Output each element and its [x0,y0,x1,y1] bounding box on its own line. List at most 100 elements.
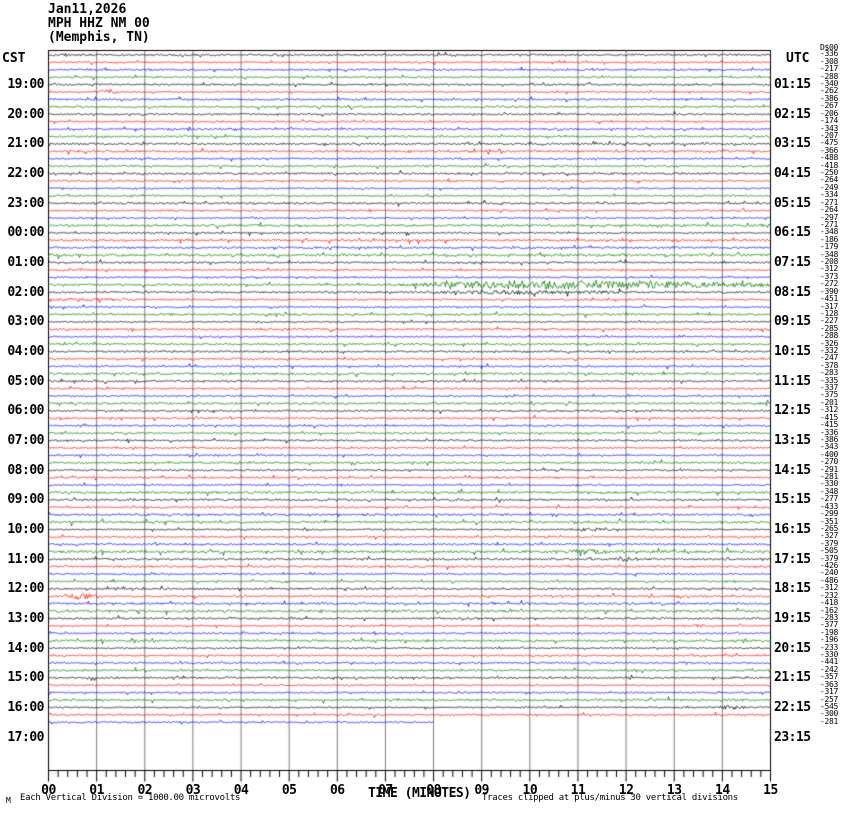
dc-offset-value: -265 [820,523,839,533]
utc-label: UTC [786,51,810,66]
dc-offset-value: -415 [820,420,839,430]
dc-offset-value: -505 [820,546,839,556]
dc-offset-value: -336 [820,427,839,437]
minute-label: 05 [281,783,297,798]
right-time-label: 20:15 [774,640,811,656]
dc-offset-value: -379 [820,538,839,548]
right-time-label: 16:15 [774,521,811,537]
dc-offset-value: -312 [820,583,839,593]
minute-label: 04 [233,783,249,798]
dc-offset-value: -227 [820,316,839,326]
dc-offset-value: -317 [820,687,839,697]
dc-offset-value: -283 [820,368,839,378]
dc-offset-value: -285 [820,323,839,333]
dc-offset-value: -217 [820,64,839,74]
left-time-label: 07:00 [7,432,44,448]
dc-offset-value: -242 [820,664,839,674]
dc-offset-value: -348 [820,486,839,496]
dc-offset-value: -343 [820,123,839,133]
left-time-label: 11:00 [7,551,44,567]
dc-offset-value: -288 [820,71,839,81]
dc-offset-value: -281 [820,716,839,726]
dc-offset-value: -249 [820,182,839,192]
minute-label: 12 [618,783,634,798]
dc-offset-value: -250 [820,168,839,178]
dc-offset-value: -340 [820,79,839,89]
dc-offset-value: -198 [820,627,839,637]
x-axis-title: TIME (MINUTES) [368,786,471,801]
right-time-label: 06:15 [774,225,811,241]
dc-offset-value: -337 [820,383,839,393]
left-time-label: 23:00 [7,195,44,211]
right-time-label: 21:15 [774,670,811,686]
minute-label: 14 [715,783,730,798]
left-time-label: 17:00 [7,729,44,745]
dc-offset-value: -373 [820,271,839,281]
dc-offset-value: -330 [820,479,839,489]
dc-offset-value: -271 [820,219,839,229]
dc-offset-value: -348 [820,249,839,259]
dc-offset-value: -426 [820,561,839,571]
dc-offset-value: -297 [820,212,839,222]
minute-label: 01 [89,783,104,798]
dc-offset-value: -270 [820,457,839,467]
right-time-label: 11:15 [774,373,811,389]
dc-column-header: D$00 [820,43,839,52]
header-station: MPH HHZ NM 00 [48,16,150,31]
dc-offset-value: -186 [820,234,839,244]
dc-offset-value: -283 [820,612,839,622]
right-time-label: 13:15 [774,432,811,448]
left-time-label: 14:00 [7,640,44,656]
dc-offset-value: -375 [820,390,839,400]
right-time-label: 14:15 [774,462,811,478]
right-time-label: 08:15 [774,284,811,300]
header-location: (Memphis, TN) [48,30,150,45]
left-time-label: 21:00 [7,136,44,152]
left-time-label: 22:00 [7,166,44,182]
dc-offset-value: -326 [820,338,839,348]
dc-offset-value: -330 [820,650,839,659]
minute-label: 00 [41,783,56,798]
dc-offset-value: -400 [820,449,839,459]
dc-offset-value: -299 [820,509,839,519]
right-time-label: 05:15 [774,195,811,211]
left-time-label: 00:00 [7,225,44,241]
left-time-label: 09:00 [7,492,44,508]
dc-offset-value: -441 [820,657,839,667]
right-time-label: 23:15 [774,729,811,745]
dc-offset-value: -291 [820,464,839,474]
dc-offset-value: -343 [820,442,839,452]
dc-offset-value: -162 [820,605,839,615]
dc-offset-value: -277 [820,494,839,504]
left-time-label: 10:00 [7,521,44,537]
left-time-label: 06:00 [7,403,44,419]
header-date: Jan11,2026 [48,2,127,17]
dc-offset-value: -488 [820,153,839,163]
dc-offset-value: -390 [820,286,839,296]
dc-offset-value: -196 [820,635,839,645]
dc-offset-value: -418 [820,160,839,170]
right-time-label: 02:15 [774,106,811,122]
dc-offset-value: -335 [820,375,839,385]
dc-offset-value: -418 [820,598,839,608]
right-time-label: 12:15 [774,403,811,419]
right-time-label: 03:15 [774,136,811,152]
right-time-label: 10:15 [774,344,811,359]
left-time-label: 12:00 [7,581,44,597]
right-time-label: 17:15 [774,551,811,567]
dc-offset-value: -233 [820,642,839,652]
minute-label: 10 [522,783,538,798]
dc-offset-value: -378 [820,360,839,370]
dc-offset-value: -207 [820,130,839,140]
dc-offset-value: -351 [820,516,839,526]
right-time-label: 19:15 [774,610,811,626]
dc-offset-value: -128 [820,308,839,318]
dc-offset-value: -240 [820,568,839,578]
dc-offset-value: -201 [820,397,839,407]
dc-offset-value: -486 [820,575,839,585]
dc-offset-value: -545 [820,701,839,711]
scale-note: Each Vertical Division = 1000.00 microvo… [20,793,241,803]
minute-label: 02 [137,783,153,798]
